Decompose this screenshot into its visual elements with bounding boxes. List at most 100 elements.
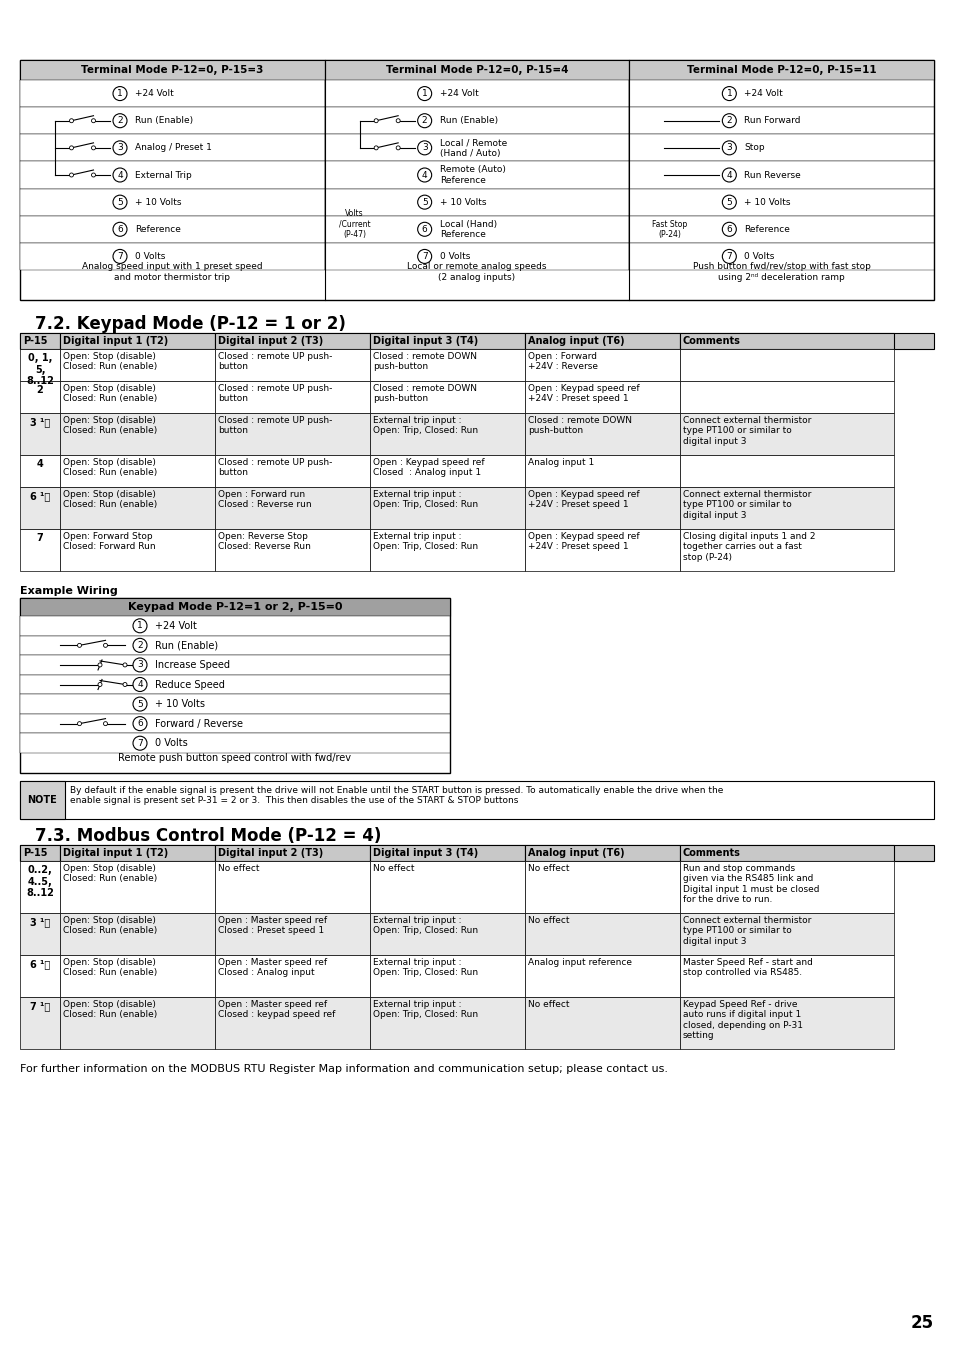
Text: 5: 5	[725, 197, 732, 207]
Text: External trip input :
Open: Trip, Closed: Run: External trip input : Open: Trip, Closed…	[373, 532, 477, 551]
Text: Master Speed Ref - start and
stop controlled via RS485.: Master Speed Ref - start and stop contro…	[682, 958, 812, 977]
Text: External trip input :
Open: Trip, Closed: Run: External trip input : Open: Trip, Closed…	[373, 1000, 477, 1019]
Bar	[214, 381, 370, 413]
Bar	[20, 134, 324, 162]
Bar	[370, 413, 524, 455]
Text: Terminal Mode P-12=0, P-15=4: Terminal Mode P-12=0, P-15=4	[385, 65, 568, 76]
Bar	[20, 333, 60, 350]
Bar	[679, 861, 893, 913]
Bar	[20, 189, 324, 216]
Bar	[214, 913, 370, 954]
Text: + 10 Volts: + 10 Volts	[439, 197, 486, 207]
Text: 7: 7	[36, 533, 43, 543]
Bar	[20, 782, 65, 819]
Circle shape	[123, 683, 127, 687]
Bar	[20, 954, 60, 998]
Text: 3: 3	[137, 660, 143, 670]
Bar	[214, 529, 370, 571]
Circle shape	[417, 196, 431, 209]
Text: 4: 4	[137, 680, 143, 688]
Text: Push button fwd/rev/stop with fast stop
using 2ⁿᵈ deceleration ramp: Push button fwd/rev/stop with fast stop …	[692, 262, 870, 282]
Text: 0 Volts: 0 Volts	[154, 738, 188, 748]
Text: 3: 3	[421, 143, 427, 153]
Text: 1: 1	[117, 89, 123, 99]
Text: Run (Enable): Run (Enable)	[439, 116, 497, 126]
Bar	[629, 243, 933, 270]
Bar	[20, 413, 60, 455]
Bar	[60, 913, 214, 954]
Text: 7: 7	[725, 252, 732, 261]
Text: Remote (Auto)
Reference: Remote (Auto) Reference	[439, 165, 505, 185]
Bar	[20, 529, 60, 571]
Text: 3: 3	[117, 143, 123, 153]
Text: Comments: Comments	[682, 848, 740, 859]
Text: No effect: No effect	[527, 917, 569, 925]
Circle shape	[132, 657, 147, 672]
Text: Run and stop commands
given via the RS485 link and
Digital input 1 must be close: Run and stop commands given via the RS48…	[682, 864, 819, 904]
Text: +24 Volt: +24 Volt	[439, 89, 477, 99]
Bar	[370, 913, 524, 954]
Text: 6 ¹⧉: 6 ¹⧉	[30, 958, 51, 969]
Circle shape	[91, 173, 95, 177]
Bar	[524, 350, 679, 381]
Text: Closed : remote UP push-
button: Closed : remote UP push- button	[218, 383, 332, 404]
Text: 6: 6	[117, 225, 123, 234]
Text: Open : Forward
+24V : Reverse: Open : Forward +24V : Reverse	[527, 352, 598, 371]
Circle shape	[132, 717, 147, 730]
Circle shape	[721, 167, 736, 182]
Circle shape	[374, 146, 377, 150]
Text: Reference: Reference	[743, 225, 789, 234]
Text: Digital input 1 (T2): Digital input 1 (T2)	[63, 336, 168, 346]
Bar	[20, 243, 324, 270]
Circle shape	[417, 223, 431, 236]
Circle shape	[98, 683, 102, 687]
Text: Remote push button speed control with fwd/rev: Remote push button speed control with fw…	[118, 753, 351, 763]
Bar	[370, 954, 524, 998]
Text: Open: Stop (disable)
Closed: Run (enable): Open: Stop (disable) Closed: Run (enable…	[63, 383, 157, 404]
Bar	[20, 636, 450, 655]
Text: 0 Volts: 0 Volts	[135, 252, 165, 261]
Text: Local or remote analog speeds
(2 analog inputs): Local or remote analog speeds (2 analog …	[407, 262, 546, 282]
Bar	[214, 998, 370, 1049]
Text: 0 Volts: 0 Volts	[743, 252, 774, 261]
Text: Open: Stop (disable)
Closed: Run (enable): Open: Stop (disable) Closed: Run (enable…	[63, 958, 157, 977]
Circle shape	[123, 663, 127, 667]
Bar	[20, 845, 933, 861]
Text: 3: 3	[725, 143, 732, 153]
Text: + 10 Volts: + 10 Volts	[135, 197, 181, 207]
Circle shape	[374, 119, 377, 123]
Bar	[20, 782, 933, 819]
Bar	[370, 350, 524, 381]
Text: + 10 Volts: + 10 Volts	[743, 197, 790, 207]
Bar	[20, 655, 450, 675]
Bar	[324, 189, 629, 216]
Bar	[20, 861, 60, 913]
Text: Keypad Mode P-12=1 or 2, P-15=0: Keypad Mode P-12=1 or 2, P-15=0	[128, 602, 342, 612]
Bar	[20, 107, 324, 134]
Bar	[20, 913, 60, 954]
Text: Digital input 2 (T3): Digital input 2 (T3)	[218, 848, 323, 859]
Bar	[60, 861, 214, 913]
Text: Open: Stop (disable)
Closed: Run (enable): Open: Stop (disable) Closed: Run (enable…	[63, 917, 157, 936]
Text: Terminal Mode P-12=0, P-15=3: Terminal Mode P-12=0, P-15=3	[81, 65, 263, 76]
Circle shape	[112, 167, 127, 182]
Bar	[324, 243, 629, 270]
Text: For further information on the MODBUS RTU Register Map information and communica: For further information on the MODBUS RT…	[20, 1064, 667, 1075]
Circle shape	[112, 113, 127, 128]
Circle shape	[395, 119, 399, 123]
Bar	[679, 529, 893, 571]
Text: 0..2,
4..5,
8..12: 0..2, 4..5, 8..12	[26, 865, 54, 898]
Text: 7: 7	[137, 738, 143, 748]
Circle shape	[721, 223, 736, 236]
Bar	[524, 455, 679, 487]
Bar	[214, 954, 370, 998]
Bar	[524, 413, 679, 455]
Circle shape	[132, 736, 147, 751]
Bar	[370, 845, 524, 861]
Text: Reduce Speed: Reduce Speed	[154, 679, 225, 690]
Circle shape	[112, 86, 127, 100]
Bar	[20, 381, 60, 413]
Circle shape	[721, 250, 736, 263]
Bar	[629, 216, 933, 243]
Circle shape	[77, 644, 81, 648]
